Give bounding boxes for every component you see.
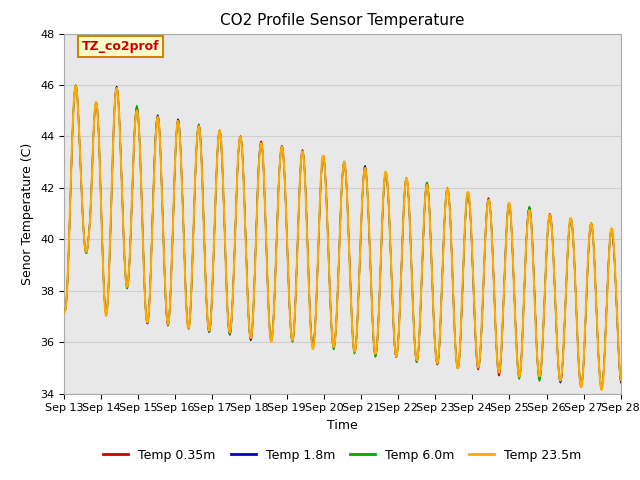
Temp 23.5m — [60, 310, 68, 315]
Temp 1.8m — [428, 246, 435, 252]
Temp 6.0m — [428, 245, 435, 251]
Temp 6.0m — [60, 309, 68, 315]
Line: Temp 23.5m: Temp 23.5m — [64, 86, 621, 390]
Temp 6.0m — [214, 137, 222, 143]
Temp 0.35m — [214, 137, 222, 143]
Temp 6.0m — [411, 344, 419, 350]
Temp 0.35m — [617, 380, 625, 385]
Text: TZ_co2prof: TZ_co2prof — [82, 40, 159, 53]
Temp 6.0m — [598, 384, 605, 389]
Temp 1.8m — [60, 308, 68, 314]
Temp 6.0m — [128, 191, 136, 196]
Temp 6.0m — [72, 82, 79, 88]
Temp 1.8m — [72, 83, 79, 89]
Temp 1.8m — [598, 386, 605, 392]
Temp 6.0m — [617, 378, 625, 384]
X-axis label: Time: Time — [327, 419, 358, 432]
Temp 23.5m — [185, 325, 193, 331]
Temp 1.8m — [128, 191, 136, 197]
Y-axis label: Senor Temperature (C): Senor Temperature (C) — [22, 143, 35, 285]
Temp 23.5m — [128, 191, 136, 196]
Temp 0.35m — [60, 307, 68, 313]
Temp 0.35m — [72, 83, 79, 88]
Temp 6.0m — [185, 326, 193, 332]
Temp 0.35m — [411, 342, 419, 348]
Temp 6.0m — [70, 96, 78, 101]
Temp 1.8m — [617, 379, 625, 384]
Legend: Temp 0.35m, Temp 1.8m, Temp 6.0m, Temp 23.5m: Temp 0.35m, Temp 1.8m, Temp 6.0m, Temp 2… — [98, 444, 587, 467]
Temp 23.5m — [72, 83, 79, 89]
Temp 0.35m — [128, 191, 136, 197]
Temp 0.35m — [577, 384, 585, 390]
Title: CO2 Profile Sensor Temperature: CO2 Profile Sensor Temperature — [220, 13, 465, 28]
Temp 0.35m — [70, 95, 78, 101]
Temp 23.5m — [70, 96, 78, 101]
Temp 0.35m — [428, 247, 435, 253]
Temp 23.5m — [428, 246, 435, 252]
Line: Temp 0.35m: Temp 0.35m — [64, 85, 621, 387]
Temp 23.5m — [214, 138, 222, 144]
Temp 1.8m — [70, 97, 78, 103]
Temp 23.5m — [598, 387, 605, 393]
Temp 1.8m — [214, 139, 222, 144]
Line: Temp 1.8m: Temp 1.8m — [64, 86, 621, 389]
Temp 23.5m — [411, 341, 419, 347]
Temp 1.8m — [185, 324, 193, 330]
Temp 23.5m — [617, 377, 625, 383]
Temp 0.35m — [185, 326, 193, 332]
Line: Temp 6.0m: Temp 6.0m — [64, 85, 621, 386]
Temp 1.8m — [411, 342, 419, 348]
